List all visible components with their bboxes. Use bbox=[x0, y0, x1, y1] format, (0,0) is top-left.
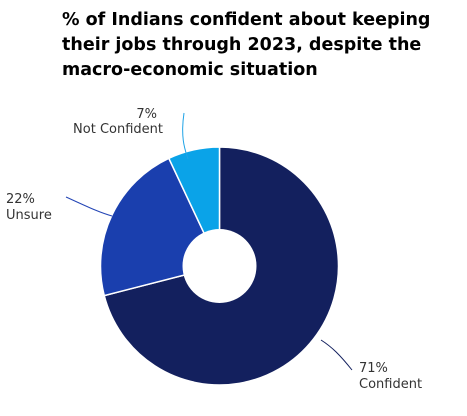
category-label-not-confident: Not Confident bbox=[73, 122, 163, 137]
value-label-confident: 71% bbox=[359, 361, 388, 376]
value-label-not-confident: 7% bbox=[136, 107, 157, 122]
chart-title: % of Indians confident about keeping the… bbox=[62, 8, 462, 83]
chart-title-line-1: % of Indians confident about keeping bbox=[62, 10, 431, 30]
leader-line-unsure bbox=[65, 196, 113, 217]
category-label-unsure: Unsure bbox=[6, 208, 52, 223]
leader-line-not-confident bbox=[182, 112, 189, 160]
category-label-confident: Confident bbox=[359, 377, 422, 392]
leader-line-confident bbox=[320, 339, 353, 371]
value-label-unsure: 22% bbox=[6, 192, 35, 207]
donut-hole bbox=[182, 229, 257, 303]
chart-title-line-2: their jobs through 2023, despite the bbox=[62, 35, 422, 55]
chart-title-line-3: macro-economic situation bbox=[62, 60, 318, 80]
